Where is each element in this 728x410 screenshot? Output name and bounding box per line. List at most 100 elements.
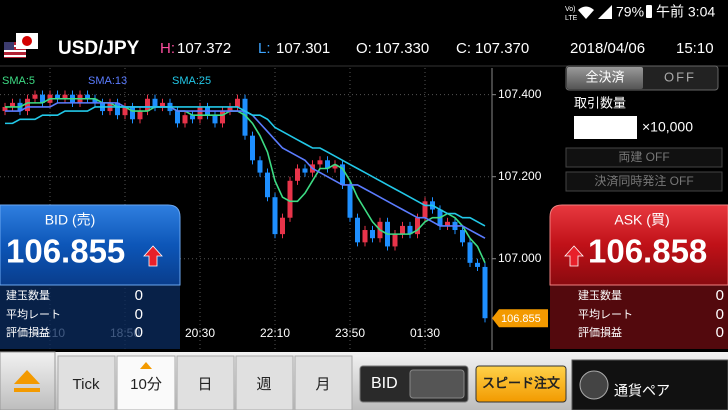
candle-body — [32, 94, 38, 99]
ask-panel: ASK (買) 106.858 建玉数量 0 平均レート 0 評価損益 0 — [549, 204, 728, 349]
candle-body — [445, 221, 450, 226]
simultaneous-button[interactable] — [565, 171, 723, 192]
high-label: H: — [160, 40, 175, 57]
legend-label: SMA:13 — [88, 75, 127, 87]
bid-label: BID (売) — [45, 212, 96, 228]
close-all-label: 全決済 — [585, 69, 624, 84]
candle-body — [152, 98, 158, 107]
candle-body — [287, 180, 293, 218]
close-label: C: — [456, 40, 471, 57]
x-tick-label: 23:50 — [335, 326, 365, 340]
candle-body — [265, 172, 270, 198]
ask-price: 106.858 — [588, 233, 707, 270]
open-label: O: — [356, 40, 372, 57]
candle-body — [422, 201, 428, 218]
candle-body — [460, 230, 465, 243]
candle-body — [145, 98, 150, 112]
candle-body — [62, 94, 68, 99]
tab-button[interactable] — [294, 355, 353, 410]
ask-label: ASK (買) — [614, 212, 669, 228]
bid-toggle-label: BID — [371, 375, 398, 392]
candle-body — [355, 217, 360, 243]
selected-caret — [140, 362, 152, 369]
candle-body — [92, 98, 98, 103]
last-price-marker — [492, 309, 548, 328]
quantity-unit: ×10,000 — [642, 119, 693, 135]
y-tick-label: 107.200 — [498, 169, 542, 183]
time: 15:10 — [676, 40, 714, 57]
candle-body — [302, 168, 308, 173]
bid-row-label: 評価損益 — [6, 325, 50, 339]
candle-body — [137, 111, 143, 120]
low-value: 107.301 — [276, 40, 330, 57]
candle-body — [212, 115, 218, 124]
battery-icon — [646, 5, 652, 18]
signal-icon — [598, 5, 612, 19]
hedge-label: 両建 OFF — [618, 150, 669, 164]
tab-button[interactable] — [235, 355, 294, 410]
tab-label: 日 — [197, 376, 212, 393]
bid-toggle-knob — [409, 369, 465, 399]
candle-body — [392, 234, 398, 247]
x-tick-label: 01:30 — [410, 326, 440, 340]
ask-up-arrow — [564, 245, 584, 267]
flag-icon — [4, 33, 38, 58]
quantity-input[interactable] — [574, 116, 637, 139]
tab-label: Tick — [73, 376, 100, 393]
candle-body — [197, 106, 203, 120]
low-label: L: — [258, 40, 271, 57]
candle-body — [362, 230, 368, 243]
candle-body — [2, 106, 8, 112]
status-bar: Vo) LTE 79% 午前 3:04 — [565, 4, 715, 22]
candle-body — [272, 197, 278, 235]
volte: Vo) — [565, 6, 576, 13]
candle-body — [220, 111, 225, 124]
candle-body — [235, 98, 240, 107]
bid-row-value: 0 — [135, 324, 143, 341]
speed-order-button[interactable] — [475, 365, 567, 403]
ask-row-label: 建玉数量 — [578, 289, 622, 302]
close-all-knob — [567, 67, 643, 89]
clock: 午前 3:04 — [656, 4, 715, 20]
wifi-icon — [578, 6, 594, 19]
ask-row-label: 平均レート — [578, 307, 633, 321]
tab-button[interactable] — [176, 355, 235, 410]
header: USD/JPY H: 107.372 L: 107.301 O: 107.330… — [0, 33, 728, 67]
high-value: 107.372 — [177, 40, 231, 57]
candle-body — [190, 115, 195, 120]
candle-body — [130, 106, 135, 120]
tab-label: 週 — [256, 376, 271, 393]
candle-body — [227, 106, 233, 112]
bid-price: 106.855 — [6, 233, 125, 270]
bid-up-arrow — [143, 245, 163, 267]
candle-body — [182, 115, 188, 124]
candle-body — [415, 217, 420, 235]
currency-pair-label: 通貨ペア — [614, 383, 670, 399]
currency-icon — [579, 370, 609, 400]
candle-body — [332, 164, 338, 169]
bid-row-value: 0 — [135, 306, 143, 323]
candle-body — [370, 230, 375, 239]
currency-pair-button[interactable] — [571, 359, 728, 410]
candle-body — [160, 102, 165, 107]
currency-pair: USD/JPY — [58, 38, 140, 59]
candle-body — [340, 164, 345, 185]
tab-button[interactable] — [57, 355, 116, 410]
ask-row-label: 評価損益 — [578, 325, 622, 339]
x-tick-label: 20:30 — [185, 326, 215, 340]
y-tick-label: 107.400 — [498, 87, 542, 101]
ask-button[interactable] — [549, 204, 728, 286]
candle-body — [85, 94, 90, 99]
candle-body — [317, 160, 323, 165]
hedge-button[interactable] — [565, 147, 723, 168]
candle-body — [40, 94, 45, 103]
x-tick-label: 22:10 — [260, 326, 290, 340]
speed-order-label: スピード注文 — [482, 375, 561, 390]
candle-body — [115, 102, 120, 116]
quantity-label: 取引数量 — [574, 95, 626, 110]
ask-row-value: 0 — [716, 324, 724, 341]
bid-button[interactable] — [0, 204, 181, 286]
candle-body — [482, 266, 488, 319]
